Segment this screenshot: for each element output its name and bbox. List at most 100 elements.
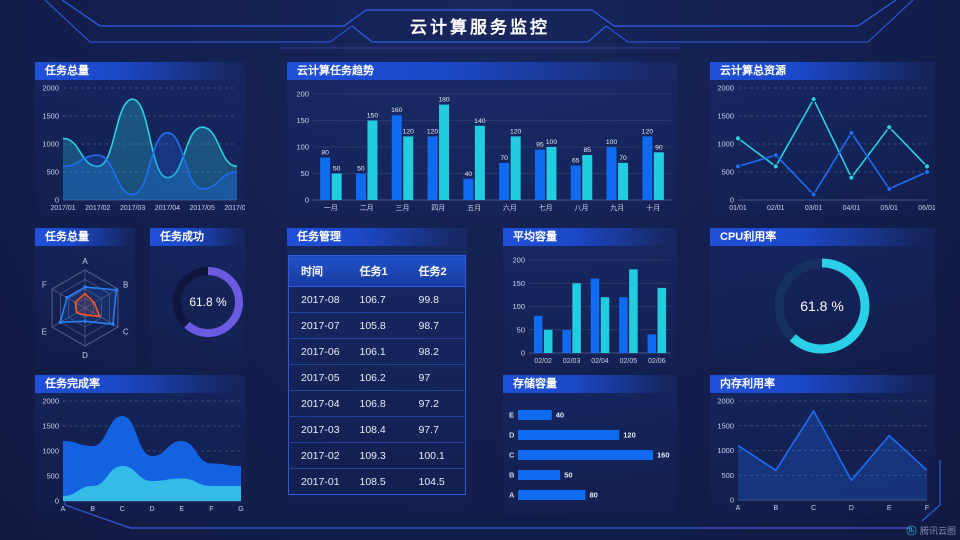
svg-text:140: 140 — [474, 118, 486, 125]
svg-text:一月: 一月 — [324, 204, 338, 212]
svg-text:50: 50 — [517, 325, 525, 334]
table-cell: 99.8 — [406, 286, 466, 313]
panel-task-table: 任务管理 时间 任务1 任务2 2017-08 106.7 99.8 2017-07 105.… — [287, 228, 467, 510]
svg-text:50: 50 — [333, 166, 341, 173]
svg-text:1500: 1500 — [717, 421, 734, 430]
svg-text:90: 90 — [655, 144, 663, 151]
svg-text:十月: 十月 — [646, 203, 660, 212]
table-cell: 106.2 — [347, 364, 407, 391]
svg-text:120: 120 — [642, 128, 654, 135]
svg-text:1500: 1500 — [42, 422, 59, 431]
svg-text:B: B — [123, 281, 128, 290]
svg-text:三月: 三月 — [396, 204, 410, 212]
panel-header-storage-capacity: 存储容量 — [503, 375, 677, 393]
svg-text:02/04: 02/04 — [591, 358, 609, 365]
svg-text:120: 120 — [403, 128, 415, 135]
panel-title-text: 平均容量 — [513, 231, 557, 243]
svg-text:100: 100 — [546, 139, 558, 146]
table-cell: 97 — [406, 364, 466, 391]
svg-text:八月: 八月 — [575, 204, 589, 212]
panel-header-task-success: 任务成功 — [150, 228, 245, 246]
panel-title-text: 云计算总资源 — [720, 65, 786, 77]
svg-text:C: C — [123, 328, 129, 337]
svg-text:150: 150 — [296, 116, 309, 125]
panel-title-text: 存储容量 — [513, 378, 557, 390]
svg-text:02/06: 02/06 — [648, 358, 666, 365]
svg-text:D: D — [509, 431, 515, 440]
tasks-total-radar-chart: A B C D E F — [35, 246, 135, 368]
svg-text:85: 85 — [583, 147, 591, 154]
svg-text:1500: 1500 — [42, 112, 59, 121]
table-cell: 2017-07 — [288, 312, 348, 339]
panel-cpu-usage: CPU利用率 61.8 % — [710, 228, 935, 368]
panel-task-completion: 任务完成率 0 500 1000 1500 2000 A B C D E F G — [35, 375, 245, 515]
svg-text:2017/03: 2017/03 — [120, 205, 145, 212]
panel-memory-usage: 内存利用率 0 500 1000 1500 2000 A B C D E F — [710, 375, 935, 515]
svg-text:50: 50 — [564, 471, 572, 480]
svg-text:05/01: 05/01 — [880, 205, 898, 212]
table-cell: 2017-02 — [288, 442, 348, 469]
panel-avg-capacity: 平均容量 0 50 100 150 200 02/02 02/03 02/04 02/05 02/… — [503, 228, 677, 368]
svg-text:160: 160 — [657, 451, 670, 460]
table-cell: 2017-08 — [288, 286, 348, 313]
column-header: 任务2 — [406, 255, 466, 287]
svg-text:100: 100 — [512, 302, 525, 311]
svg-text:1000: 1000 — [42, 447, 59, 456]
svg-text:95: 95 — [536, 142, 544, 149]
task-completion-chart: 0 500 1000 1500 2000 A B C D E F G — [35, 393, 245, 515]
svg-text:500: 500 — [721, 471, 734, 480]
svg-text:1000: 1000 — [717, 446, 734, 455]
table-row: 2017-03 108.4 97.7 — [288, 416, 466, 443]
svg-text:E: E — [179, 506, 184, 513]
panel-storage-capacity: 存储容量 E 40 D 120 C 160 B 50 A 80 — [503, 375, 677, 515]
svg-text:D: D — [849, 505, 854, 512]
panel-task-success: 任务成功 61.8 % — [150, 228, 245, 368]
svg-text:F: F — [42, 281, 47, 290]
svg-text:0: 0 — [730, 496, 734, 505]
svg-text:61.8 %: 61.8 % — [800, 298, 844, 314]
svg-text:0: 0 — [55, 196, 59, 205]
svg-text:2017/04: 2017/04 — [155, 205, 180, 212]
svg-text:A: A — [82, 257, 88, 266]
table-cell: 2017-04 — [288, 390, 348, 417]
svg-text:02/05: 02/05 — [620, 358, 638, 365]
task-success-gauge: 61.8 % — [150, 246, 245, 368]
storage-capacity-chart: E 40 D 120 C 160 B 50 A 80 — [503, 393, 677, 515]
panel-title-text: CPU利用率 — [720, 231, 777, 243]
svg-text:50: 50 — [301, 169, 309, 178]
panel-header-cloud-task-trend: 云计算任务趋势 — [287, 62, 677, 80]
svg-text:2017/05: 2017/05 — [190, 205, 215, 212]
svg-text:02/03: 02/03 — [563, 358, 581, 365]
svg-text:200: 200 — [512, 256, 525, 265]
svg-text:120: 120 — [623, 431, 636, 440]
cloud-total-resources-chart: 0 500 1000 1500 2000 01/01 02/01 03/01 04/01 05/0… — [710, 80, 936, 215]
svg-text:2000: 2000 — [717, 84, 734, 93]
svg-text:0: 0 — [730, 196, 734, 205]
cloud-logo-icon — [906, 525, 917, 536]
svg-text:G: G — [238, 506, 243, 513]
table-cell: 2017-03 — [288, 416, 348, 443]
svg-text:100: 100 — [606, 139, 618, 146]
table-cell: 108.4 — [347, 416, 407, 443]
svg-text:1000: 1000 — [42, 140, 59, 149]
svg-text:2000: 2000 — [42, 84, 59, 93]
panel-header-cpu-usage: CPU利用率 — [710, 228, 935, 246]
watermark-text: 腾讯云图 — [919, 526, 956, 536]
cpu-usage-gauge: 61.8 % — [710, 246, 935, 368]
svg-text:E: E — [887, 505, 892, 512]
svg-text:B: B — [773, 505, 778, 512]
panel-header-task-completion: 任务完成率 — [35, 375, 245, 393]
svg-text:C: C — [120, 506, 125, 513]
table-cell: 106.1 — [347, 338, 407, 365]
table-cell: 106.7 — [347, 286, 407, 313]
panel-header-cloud-total-resources: 云计算总资源 — [710, 62, 935, 80]
svg-text:01/01: 01/01 — [729, 205, 747, 212]
svg-text:1500: 1500 — [717, 112, 734, 121]
svg-text:04/01: 04/01 — [843, 205, 861, 212]
svg-text:80: 80 — [590, 491, 598, 500]
svg-text:七月: 七月 — [539, 203, 553, 212]
svg-text:500: 500 — [721, 168, 734, 177]
svg-text:2000: 2000 — [42, 397, 59, 406]
svg-text:1000: 1000 — [717, 140, 734, 149]
